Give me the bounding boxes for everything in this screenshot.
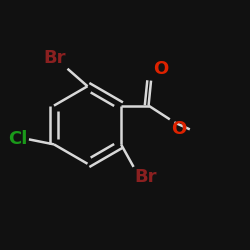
Text: O: O — [171, 120, 186, 138]
Text: O: O — [154, 60, 169, 78]
Text: Br: Br — [44, 50, 66, 68]
Text: Cl: Cl — [8, 130, 28, 148]
Text: Br: Br — [135, 168, 157, 186]
